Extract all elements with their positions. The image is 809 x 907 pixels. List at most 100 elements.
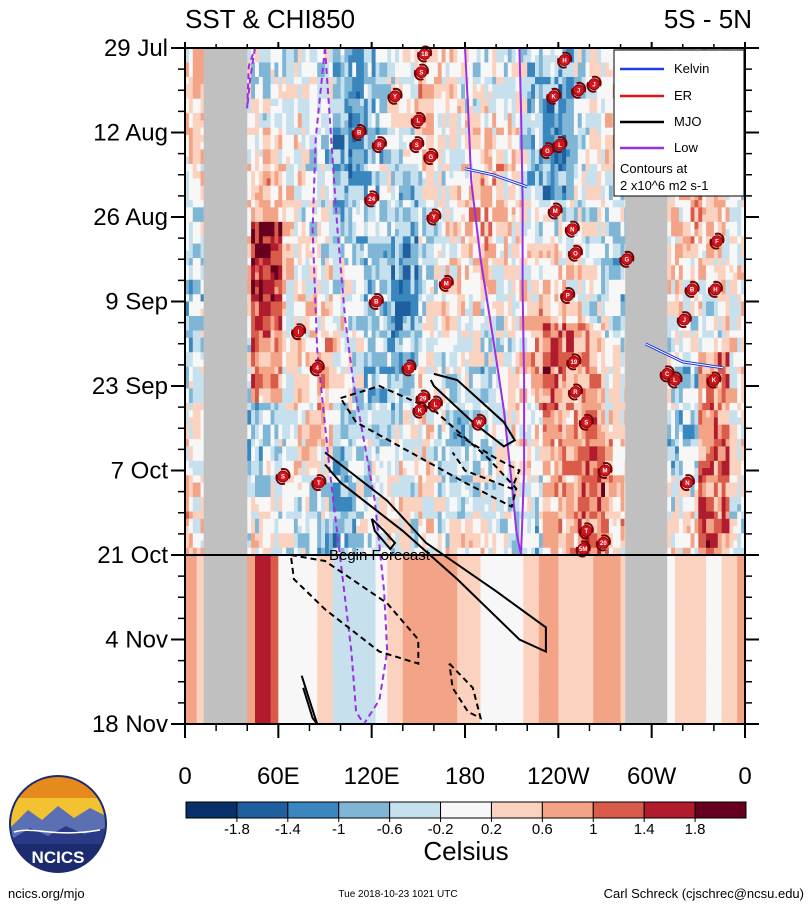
heat-cell <box>188 598 194 607</box>
heat-cell <box>336 243 342 252</box>
heat-cell <box>336 330 342 339</box>
heat-cell <box>297 533 303 542</box>
heat-cell <box>344 98 349 107</box>
heat-cell <box>270 526 276 534</box>
heat-cell <box>196 105 202 114</box>
heat-cell <box>266 670 272 679</box>
heat-cell <box>185 468 190 476</box>
heat-cell <box>309 504 314 513</box>
heat-cell <box>379 163 384 172</box>
heat-cell <box>278 598 283 607</box>
heat-cell <box>328 699 334 708</box>
heat-cell <box>371 134 377 143</box>
heat-cell <box>387 315 392 324</box>
heat-cell <box>356 163 361 172</box>
heat-cell <box>297 258 303 266</box>
heat-cell <box>356 236 361 245</box>
heat-cell <box>255 156 260 165</box>
heat-cell <box>387 576 392 585</box>
heat-cell <box>356 171 361 179</box>
heat-cell <box>196 142 202 150</box>
heat-cell <box>262 482 268 491</box>
heat-cell <box>328 84 334 93</box>
heat-cell <box>313 200 318 208</box>
heat-cell <box>255 424 260 433</box>
heat-cell <box>305 301 311 310</box>
heat-cell <box>282 192 287 201</box>
heat-cell <box>286 294 291 303</box>
heat-cell <box>278 229 283 237</box>
heat-cell <box>247 221 252 230</box>
heat-cell <box>375 714 381 723</box>
heat-cell <box>332 134 338 143</box>
heat-cell <box>200 620 206 629</box>
heat-cell <box>278 308 283 317</box>
heat-cell <box>188 410 194 418</box>
heat-cell <box>290 439 295 447</box>
heat-cell <box>262 91 268 100</box>
heat-cell <box>290 113 295 122</box>
heat-cell <box>270 424 276 433</box>
heat-cell <box>352 381 357 390</box>
heat-cell <box>188 714 194 723</box>
heat-cell <box>325 460 330 469</box>
heat-cell <box>356 265 361 274</box>
heat-cell <box>188 352 194 361</box>
heat-cell <box>274 685 279 694</box>
heat-cell <box>367 84 373 93</box>
heat-cell <box>251 62 256 71</box>
heat-cell <box>200 294 206 303</box>
heat-cell <box>332 265 338 274</box>
heat-cell <box>290 287 295 295</box>
heat-cell <box>340 511 346 520</box>
heat-cell <box>309 388 314 397</box>
heat-cell <box>317 337 322 346</box>
heat-cell <box>352 468 357 476</box>
heat-cell <box>328 692 334 701</box>
heat-cell <box>293 482 299 491</box>
heat-cell <box>344 402 349 411</box>
heat-cell <box>344 120 349 129</box>
heat-cell <box>200 301 206 310</box>
heat-cell <box>192 366 198 375</box>
heat-cell <box>391 55 396 64</box>
heat-cell <box>363 518 369 527</box>
heat-cell <box>270 337 276 346</box>
heat-cell <box>379 641 384 650</box>
heat-cell <box>313 612 318 621</box>
heat-cell <box>328 526 334 534</box>
heat-cell <box>379 265 384 274</box>
heat-cell <box>258 620 264 629</box>
heat-cell <box>286 69 291 78</box>
heat-cell <box>247 323 252 332</box>
heat-cell <box>375 555 381 563</box>
heat-cell <box>274 279 279 288</box>
heat-cell <box>282 156 287 165</box>
heat-cell <box>278 656 283 665</box>
heat-cell <box>274 402 279 411</box>
heat-cell <box>251 98 256 107</box>
heat-cell <box>328 192 334 201</box>
heat-cell <box>286 84 291 93</box>
heat-cell <box>251 627 256 636</box>
heat-cell <box>313 229 318 237</box>
heat-cell <box>325 214 330 223</box>
heat-cell <box>255 221 260 230</box>
heat-cell <box>360 214 365 223</box>
heat-cell <box>375 641 381 650</box>
heat-cell <box>344 699 349 708</box>
heat-cell <box>305 518 311 527</box>
heat-cell <box>344 178 349 187</box>
heat-cell <box>270 279 276 288</box>
heat-cell <box>200 518 206 527</box>
heat-cell <box>286 134 291 143</box>
heat-cell <box>387 605 392 614</box>
heat-cell <box>251 562 256 571</box>
heat-cell <box>305 178 311 187</box>
heat-cell <box>379 373 384 382</box>
heat-cell <box>293 76 299 85</box>
heat-cell <box>383 287 388 295</box>
heat-cell <box>332 120 338 129</box>
heat-cell <box>251 105 256 114</box>
heat-cell <box>328 518 334 527</box>
